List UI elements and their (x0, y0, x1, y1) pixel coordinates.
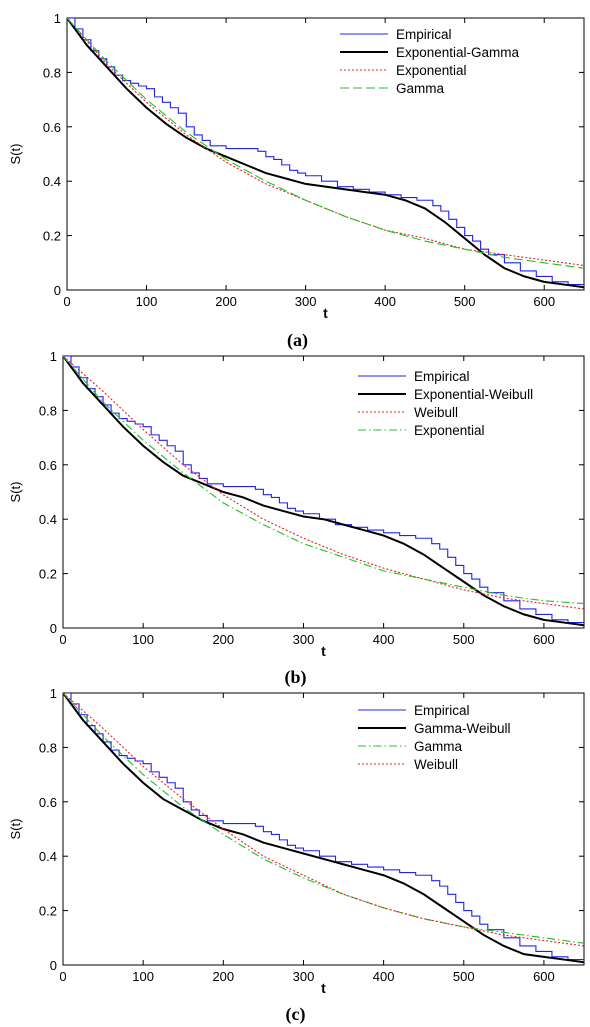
y-axis-label: S(t) (8, 482, 23, 503)
legend-label: Exponential (396, 63, 467, 78)
y-tick-label: 0.4 (43, 174, 61, 189)
legend-label: Empirical (414, 703, 470, 718)
y-tick-label: 0.6 (43, 120, 61, 135)
plot-area (62, 355, 585, 629)
y-tick-label: 0.2 (39, 567, 57, 582)
y-tick-label: 0.4 (39, 849, 57, 864)
legend: Empirical Gamma-Weibull Gamma Weibull (358, 703, 511, 772)
y-tick-label: 0.4 (39, 512, 57, 527)
legend-label: Gamma (414, 739, 463, 754)
x-tick-label: 400 (373, 632, 395, 647)
legend: Empirical Exponential-Gamma Exponential Gam… (340, 27, 520, 96)
legend-label: Weibull (414, 405, 458, 420)
panel-label: (b) (285, 667, 307, 688)
y-axis-label: S(t) (8, 144, 23, 165)
x-tick-label: 200 (212, 969, 234, 984)
y-tick-label: 0.8 (39, 740, 57, 755)
legend: Empirical Exponential-Weibull Weibull Expon… (358, 369, 533, 438)
legend-label: Gamma (396, 81, 445, 96)
x-tick-label: 600 (533, 969, 555, 984)
series-line-exponential (67, 18, 584, 267)
legend-label: Exponential-Weibull (414, 387, 533, 402)
y-tick-label: 0.8 (43, 65, 61, 80)
x-tick-label: 400 (374, 294, 396, 309)
x-tick-label: 300 (293, 969, 315, 984)
plot-area (62, 692, 585, 966)
series-line-exponential (63, 356, 584, 605)
plot-area (66, 17, 585, 291)
y-tick-label: 0.8 (39, 403, 57, 418)
x-tick-label: 300 (293, 632, 315, 647)
series-line-empirical (63, 356, 584, 626)
legend-label: Empirical (414, 369, 470, 384)
panel-label: (a) (287, 330, 308, 351)
chart-panel-c: 0 100 200 300 400 500 600 0 0.2 0.4 0.6 0.8 1 t S(t) (c… (8, 686, 585, 1025)
x-tick-label: 500 (454, 294, 476, 309)
panel-label: (c) (286, 1004, 306, 1025)
legend-label: Exponential (414, 423, 485, 438)
x-axis-label: t (321, 643, 326, 659)
series-line-weibull (63, 693, 584, 947)
y-tick-label: 0.2 (39, 904, 57, 919)
series-line-empirical (67, 18, 584, 288)
y-tick-label: 0.6 (39, 458, 57, 473)
y-tick-label: 1 (54, 11, 61, 26)
y-tick-label: 0.6 (39, 795, 57, 810)
legend-label: Weibull (414, 757, 458, 772)
x-tick-label: 500 (453, 969, 475, 984)
x-tick-label: 600 (533, 632, 555, 647)
x-tick-label: 200 (212, 632, 234, 647)
series-line-empirical (63, 693, 584, 963)
x-tick-label: 500 (453, 632, 475, 647)
series-line-gamma (67, 18, 584, 269)
y-tick-label: 1 (50, 686, 57, 701)
legend-label: Gamma-Weibull (414, 721, 511, 736)
series-line-gamma (63, 693, 584, 944)
legend-label: Empirical (396, 27, 452, 42)
x-axis-label: t (323, 305, 328, 321)
x-tick-label: 600 (533, 294, 555, 309)
x-tick-label: 200 (215, 294, 237, 309)
y-axis-label: S(t) (8, 819, 23, 840)
x-tick-label: 300 (295, 294, 317, 309)
x-tick-label: 0 (59, 632, 66, 647)
y-tick-label: 0 (54, 283, 61, 298)
x-tick-label: 0 (59, 969, 66, 984)
chart-panel-b: 0 100 200 300 400 500 600 0 0.2 0.4 0.6 0.8 1 t S(t) (b… (8, 349, 585, 688)
y-tick-label: 0 (50, 621, 57, 636)
legend-label: Exponential-Gamma (396, 45, 520, 60)
series-line-exponential-weibull (63, 356, 584, 627)
x-tick-label: 100 (136, 294, 158, 309)
series-line-exponential-gamma (67, 18, 584, 289)
x-tick-label: 400 (373, 969, 395, 984)
series-line-weibull (63, 356, 584, 610)
y-tick-label: 1 (50, 349, 57, 364)
x-axis-label: t (321, 980, 326, 996)
series-line-gamma-weibull (63, 693, 584, 964)
x-tick-label: 0 (63, 294, 70, 309)
x-tick-label: 100 (132, 632, 154, 647)
x-tick-label: 100 (132, 969, 154, 984)
y-tick-label: 0.2 (43, 229, 61, 244)
y-tick-label: 0 (50, 958, 57, 973)
chart-panel-a: 0 100 200 300 400 500 600 0 0.2 0.4 0.6 0.8 1 t S(t) (a… (8, 11, 585, 351)
